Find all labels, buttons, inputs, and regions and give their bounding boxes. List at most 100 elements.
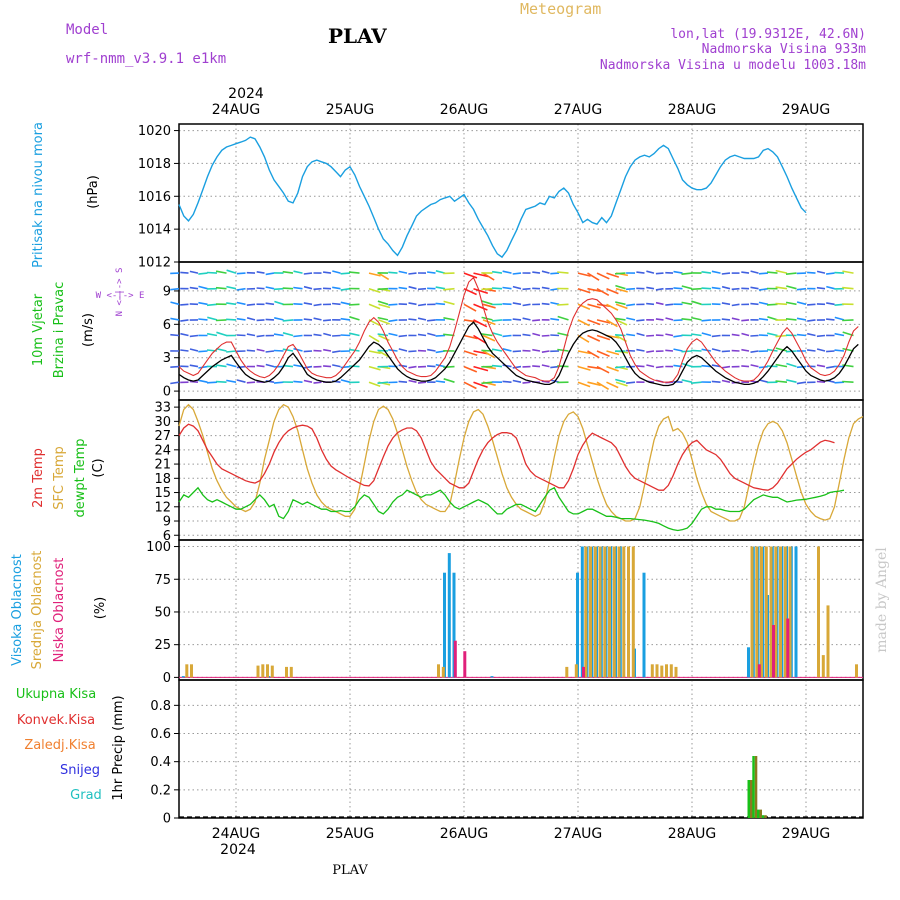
wind-arrow (323, 348, 332, 352)
wind-arrow (816, 364, 826, 368)
wind-arrow (681, 272, 693, 275)
y-tick-label: 24 (154, 443, 171, 458)
wind-arrow (348, 365, 360, 368)
wind-arrow (273, 333, 284, 337)
wind-arrow (502, 380, 512, 383)
mid-cloud-bar (593, 546, 597, 678)
wind-gust-line (178, 276, 859, 383)
wind-arrow (481, 287, 493, 291)
y-tick-label: 0.2 (150, 783, 171, 798)
wind-arrow (417, 333, 427, 337)
bottom-day-label: 28AUG (668, 826, 717, 842)
pressure-ylabel: Pritisak na nivou mora (31, 122, 46, 268)
wind-arrow (522, 287, 531, 291)
wind-arrow (256, 271, 265, 274)
wind-arrow (236, 287, 246, 291)
wind-arrow (557, 271, 569, 274)
wind-arrow (512, 350, 522, 353)
wind-arrow (236, 365, 246, 369)
wind-arrow (673, 334, 683, 338)
wind-arrow (482, 334, 496, 342)
wind-arrow (427, 365, 436, 368)
wind-arrow (332, 286, 341, 290)
wind-arrow (758, 317, 769, 321)
wind-arrow (826, 318, 835, 321)
mid-cloud-bar (584, 546, 588, 678)
wind-arrow (550, 334, 560, 337)
wind-arrow (189, 380, 199, 383)
wind-arrow (731, 303, 740, 307)
wind-arrow (766, 271, 778, 274)
wind-arrow (701, 348, 712, 352)
wind-arrow (274, 300, 284, 306)
mid-cloud-bar (665, 664, 668, 678)
wind-arrow (512, 379, 522, 383)
wind-arrow (596, 350, 610, 357)
mid-cloud-bar (669, 664, 673, 678)
wind-arrow (522, 303, 531, 307)
wind-arrow (681, 301, 693, 306)
wind-arrow (273, 381, 284, 384)
wind-arrow (256, 287, 265, 290)
wind-arrow (741, 319, 750, 322)
sfctemp-ylabel: SFC Temp (52, 446, 67, 510)
wind-arrow (323, 332, 332, 337)
wind-arrow (226, 350, 237, 353)
precip-panel: 0 0.2 0.4 0.6 0.8 (150, 679, 864, 827)
wind-arrow (785, 272, 797, 275)
wind-arrow (557, 332, 569, 337)
wind-arrow (435, 363, 446, 368)
wind-arrow (198, 285, 208, 290)
lonlat-label: lon,lat (19.9312E, 42.6N) (670, 27, 866, 42)
wind-arrow (750, 364, 759, 368)
wind-arrow (332, 350, 341, 354)
top-year-label: 2024 (228, 86, 264, 102)
wind-arrow (463, 303, 477, 312)
wind-arrow (473, 287, 489, 295)
wind-arrow (796, 287, 807, 291)
wind-arrow (512, 318, 522, 321)
wind-arrow (826, 302, 835, 306)
wind-arrow (256, 334, 265, 338)
low-cloud-bar (453, 640, 457, 678)
wind-arrow (282, 270, 294, 274)
cloud-unit: (%) (93, 597, 108, 620)
wind-arrow (408, 302, 417, 306)
wind-arrow (215, 364, 227, 368)
wind-arrow (750, 350, 759, 353)
wind-arrow (348, 348, 360, 352)
bottom-day-label: 25AUG (326, 826, 375, 842)
wind-arrow (491, 270, 503, 274)
wind-arrow (236, 272, 246, 275)
wind-arrow (816, 334, 826, 338)
wind-arrow (826, 285, 835, 290)
wind-arrow (842, 380, 854, 383)
wind-arrow (313, 317, 322, 321)
wind-arrow (368, 334, 380, 343)
wind-arrow (189, 334, 199, 338)
wind-arrow (786, 362, 797, 368)
wind-ylabel-2: Brzina i Pravac (52, 282, 67, 379)
mid-cloud-bar (598, 546, 602, 678)
wind-arrow (606, 287, 619, 295)
wind-arrow (541, 350, 550, 353)
wind-arrow (256, 364, 265, 368)
wind-arrow (701, 364, 712, 368)
y-tick-label: 1020 (138, 124, 171, 139)
wind-arrow (816, 380, 826, 383)
wind-arrow (246, 317, 256, 321)
wind-arrow (282, 319, 294, 322)
low-cloud-bar (582, 666, 585, 678)
wind-arrow (482, 303, 496, 309)
wind-arrow (443, 300, 455, 306)
wind-arrow (189, 286, 199, 290)
total-precip-bar (752, 756, 755, 818)
wind-arrow (502, 348, 512, 352)
temp2m-ylabel: 2m Temp (31, 448, 46, 508)
top-day-label: 29AUG (782, 102, 831, 118)
wind-arrow (655, 272, 664, 275)
wind-arrow (408, 318, 417, 321)
wind-arrow (256, 319, 265, 322)
wind-arrow (826, 365, 835, 369)
wind-arrow (170, 287, 180, 291)
